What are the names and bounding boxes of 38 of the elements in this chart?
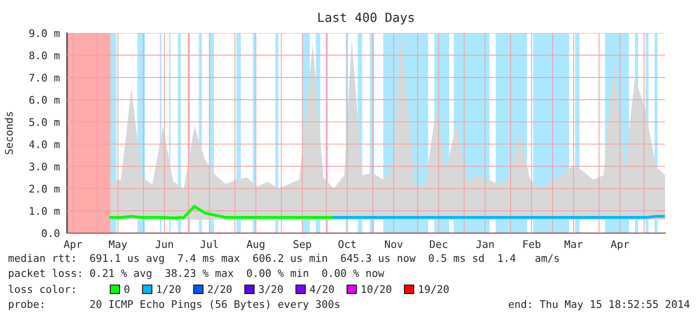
legend-title: loss color: — [8, 284, 74, 294]
x-tick-label: May — [108, 240, 127, 250]
y-tick-label: 4.0 m — [29, 140, 60, 148]
x-tick-label: Sep — [294, 240, 312, 250]
legend-label: 10/20 — [362, 285, 392, 294]
x-tick-label: Jan — [476, 240, 494, 248]
y-tick-label: 1.0 m — [30, 207, 60, 215]
y-tick-label: 9.0 m — [29, 29, 60, 38]
line-series — [109, 204, 336, 220]
chart-title: Last 400 Days — [318, 12, 414, 24]
text: median rtt: 691.1 us avg 7.4 ms max 606.2 us min 645.3 us now 0.5 ms sd 1.4 am/s — [8, 254, 559, 264]
y-tick-label: 6.0 m — [29, 96, 60, 104]
y-tick-label: 7.0 m — [29, 74, 60, 82]
legend-label: 2/20 — [208, 285, 232, 294]
y-tick-label: 5.0 m — [29, 118, 60, 126]
legend-label: 1/20 — [157, 285, 180, 294]
legend-label: 0 — [124, 285, 130, 294]
x-tick-label: Jul — [200, 240, 218, 248]
x-tick-label: Feb — [523, 240, 540, 248]
x-tick-label: Apr — [610, 240, 630, 250]
x-tick-label: Jun — [156, 240, 173, 248]
x-tick-label: Oct — [338, 240, 356, 248]
y-tick-label: 8.0 m — [29, 51, 60, 60]
x-tick-label: Mar — [564, 240, 583, 248]
x-tick-label: Dec — [430, 240, 448, 248]
y-tick-label: 3.0 m — [29, 162, 60, 170]
x-tick-label: Apr — [64, 240, 82, 250]
x-tick-label: Aug — [246, 240, 264, 250]
legend-label: 19/20 — [419, 285, 449, 294]
x-tick-label: Nov — [385, 240, 403, 248]
legend-label: 4/20 — [310, 285, 334, 294]
text: end: Thu May 15 18:52:55 2014 — [508, 300, 690, 310]
legend-label: 3/20 — [259, 285, 283, 294]
text: probe: 20 ICMP Echo Pings (56 Bytes) every 300s — [8, 300, 340, 310]
y-tick-label: 0.0 — [42, 229, 60, 238]
y-tick-label: 2.0 m — [29, 184, 60, 193]
y-axis-title: Seconds — [4, 112, 13, 154]
text: packet loss: 0.21 % avg 38.23 % max 0.00 % min 0.00 % now — [8, 268, 384, 280]
